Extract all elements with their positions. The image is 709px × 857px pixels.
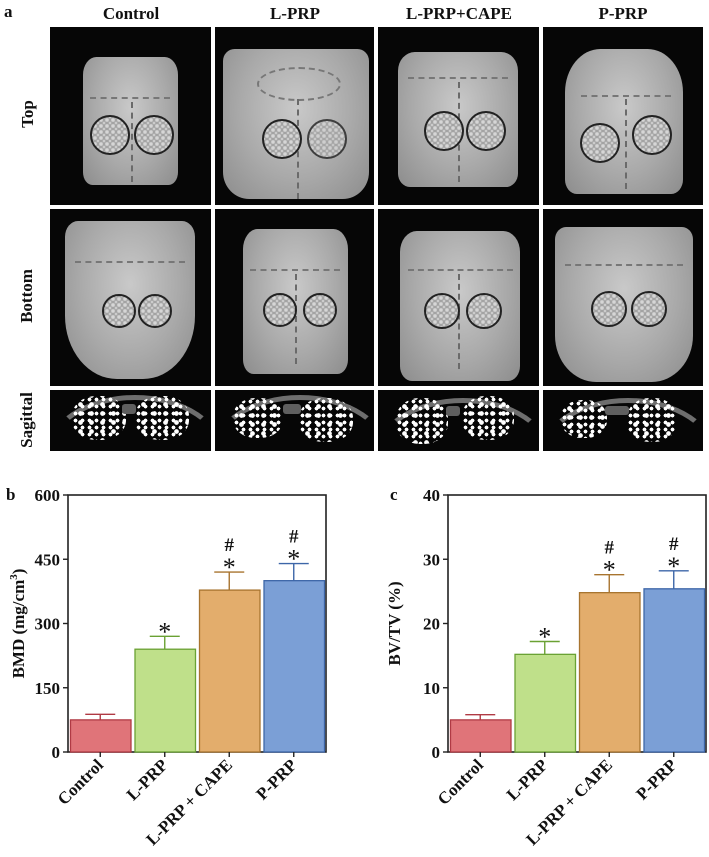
row-label-sagittal: Sagittal — [17, 392, 36, 448]
ct-image-sagittal-l-prp-cape — [378, 390, 539, 451]
row-label-top: Top — [18, 100, 37, 128]
x-tick-label: P-PRP — [632, 755, 680, 803]
y-tick-label: 600 — [35, 486, 61, 505]
column-header-control: Control — [102, 4, 160, 23]
ct-image-sagittal-l-prp — [215, 390, 374, 451]
bar-control — [69, 713, 132, 753]
y-tick-label: 150 — [35, 679, 61, 698]
panel-a-letter: a — [4, 2, 13, 21]
x-tick-label: L-PRP — [503, 755, 552, 804]
bar-p-prp — [263, 562, 326, 753]
significance-star-marker: * — [287, 545, 300, 574]
ct-image-sagittal-control — [50, 390, 211, 451]
y-tick-label: 450 — [35, 550, 61, 569]
x-tick-label: L-PRP — [123, 755, 172, 804]
significance-star-marker: * — [158, 617, 171, 646]
y-tick-label: 10 — [423, 679, 440, 698]
y-tick-label: 20 — [423, 615, 440, 634]
bar-l-prp — [514, 640, 577, 753]
bar-l-prp-cape — [578, 573, 641, 753]
significance-hash-marker: # — [605, 538, 615, 559]
panel-c-letter: c — [390, 485, 398, 504]
significance-star-marker: * — [603, 556, 616, 585]
significance-star-marker: * — [538, 622, 551, 651]
y-tick-label: 40 — [423, 486, 440, 505]
y-tick-label: 0 — [432, 743, 441, 762]
bar-l-prp-cape — [198, 571, 261, 753]
x-tick-label: Control — [54, 755, 107, 808]
ct-image-bottom-control — [50, 209, 211, 386]
significance-hash-marker: # — [669, 534, 679, 555]
ct-image-top-l-prp — [215, 27, 374, 205]
ct-image-sagittal-p-prp — [543, 390, 703, 451]
panel-b-letter: b — [6, 485, 16, 504]
y-tick-label: 0 — [52, 743, 61, 762]
ct-image-bottom-l-prp-cape — [378, 209, 539, 386]
significance-star-marker: * — [667, 552, 680, 581]
row-label-bottom: Bottom — [17, 269, 36, 323]
column-header-p-prp: P-PRP — [598, 4, 648, 23]
bar-control — [449, 714, 512, 753]
ct-image-top-p-prp — [543, 27, 703, 205]
ct-image-bottom-l-prp — [215, 209, 374, 386]
bar-p-prp — [643, 570, 706, 753]
y-tick-label: 30 — [423, 550, 440, 569]
y-axis-label: BMD (mg/cm3) — [8, 569, 28, 679]
y-tick-label: 300 — [35, 615, 61, 634]
significance-hash-marker: # — [225, 535, 235, 556]
column-header-l-prp-cape: L-PRP+CAPE — [405, 4, 512, 23]
column-header-l-prp: L-PRP — [269, 4, 321, 23]
significance-hash-marker: # — [289, 527, 299, 548]
y-axis-label: BV/TV (%) — [385, 581, 404, 665]
significance-star-marker: * — [223, 553, 236, 582]
x-tick-label: P-PRP — [252, 755, 300, 803]
ct-image-bottom-p-prp — [543, 209, 703, 386]
bar-l-prp — [134, 635, 197, 753]
x-tick-label: Control — [434, 755, 487, 808]
ct-image-top-l-prp-cape — [378, 27, 539, 205]
ct-image-top-control — [50, 27, 211, 205]
